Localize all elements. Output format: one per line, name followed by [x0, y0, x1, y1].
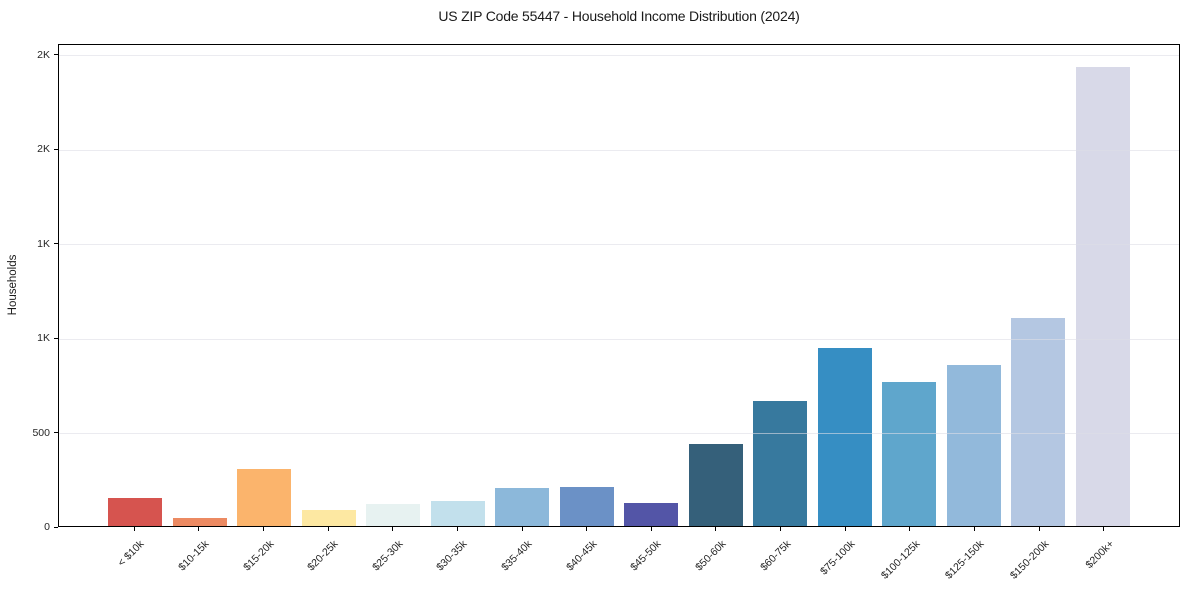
y-tick-mark	[54, 337, 58, 339]
y-tick-mark	[54, 148, 58, 150]
x-tick-label: $45-50k	[628, 538, 664, 574]
plot-area	[58, 44, 1180, 527]
x-tick-label-anchor: $150-200k	[993, 534, 1052, 582]
x-tick-label-anchor: $200k+	[1073, 534, 1116, 571]
x-tick-label: $100-125k	[878, 538, 923, 582]
x-tick-mark	[521, 527, 523, 531]
bar-slot	[168, 45, 233, 526]
x-tick-mark	[198, 527, 200, 531]
bar-layer	[59, 45, 1179, 526]
x-tick-label: $20-25k	[305, 538, 341, 574]
x-tick-mark	[780, 527, 782, 531]
y-tick-label: 1K	[37, 332, 50, 345]
bar-$150-200k	[1011, 318, 1066, 526]
x-tick-label-anchor: $30-35k	[423, 534, 470, 573]
x-tick-label: $40-45k	[563, 538, 600, 574]
x-tick-mark	[456, 527, 458, 531]
x-tick-mark	[715, 527, 717, 531]
chart-title: US ZIP Code 55447 - Household Income Dis…	[438, 8, 800, 24]
x-tick-label: $150-200k	[1007, 538, 1052, 582]
y-tick-mark	[54, 526, 58, 528]
bar-$125-150k	[946, 364, 1001, 526]
x-tick-label-anchor: $125-150k	[929, 534, 987, 582]
bar-slot	[555, 45, 620, 526]
bar-slot	[1006, 45, 1071, 526]
y-tick-label: 500	[32, 426, 50, 439]
bar-slot	[619, 45, 684, 526]
x-tick-label: $30-35k	[434, 538, 470, 574]
bar-< $10k	[108, 497, 163, 526]
bar-$15-20k	[237, 469, 292, 526]
x-tick-mark	[327, 527, 329, 531]
bar-$40-45k	[559, 487, 614, 526]
bar-slot	[490, 45, 555, 526]
x-tick-label: $200k+	[1083, 538, 1117, 572]
bar-slot	[1071, 45, 1136, 526]
x-tick-mark	[650, 527, 652, 531]
x-tick-label: $125-150k	[943, 538, 987, 582]
x-tick-label-anchor: $100-125k	[864, 534, 923, 582]
x-tick-mark	[586, 527, 588, 531]
x-tick-mark	[1103, 527, 1105, 531]
x-tick-label: $75-100k	[818, 538, 858, 578]
x-tick-mark	[1038, 527, 1040, 531]
x-tick-label-anchor: $60-75k	[747, 534, 793, 573]
y-tick-label: 1K	[37, 237, 50, 250]
bar-$45-50k	[624, 503, 679, 526]
x-tick-label-anchor: $40-45k	[553, 534, 599, 573]
x-tick-label-anchor: $20-25k	[294, 534, 340, 573]
bar-$60-75k	[753, 401, 808, 526]
x-tick-label: $25-30k	[369, 538, 406, 574]
bar-$20-25k	[301, 509, 356, 526]
x-tick-label: $15-20k	[240, 538, 277, 574]
x-tick-mark	[973, 527, 975, 531]
y-tick-mark	[54, 243, 58, 245]
bar-$75-100k	[817, 347, 872, 526]
y-tick-mark	[54, 432, 58, 434]
y-tick-label: 2K	[37, 48, 50, 61]
x-tick-label-anchor: $45-50k	[617, 534, 663, 573]
x-tick-label-anchor: $10-15k	[165, 534, 211, 573]
y-tick-mark	[54, 54, 58, 56]
x-tick-label-anchor: $50-60k	[682, 534, 728, 573]
x-tick-label: $60-75k	[757, 538, 794, 574]
bar-$25-30k	[366, 504, 421, 526]
bar-slot	[748, 45, 813, 526]
bar-slot	[232, 45, 297, 526]
y-tick-label: 2K	[37, 143, 50, 156]
x-tick-label: $50-60k	[693, 538, 729, 574]
x-tick-label-anchor: $75-100k	[805, 534, 857, 577]
y-tick-label: 0	[44, 521, 50, 533]
bar-slot	[361, 45, 426, 526]
bar-slot	[103, 45, 168, 526]
bar-$50-60k	[688, 443, 743, 526]
x-tick-label-anchor: $25-30k	[359, 534, 405, 573]
x-tick-mark	[844, 527, 846, 531]
bar-slot	[942, 45, 1007, 526]
x-tick-mark	[392, 527, 394, 531]
bar-slot	[877, 45, 942, 526]
bar-$100-125k	[882, 381, 937, 526]
x-tick-mark	[133, 527, 135, 531]
bar-$35-40k	[495, 488, 550, 526]
x-tick-label-anchor: < $10k	[106, 534, 147, 569]
x-tick-mark	[909, 527, 911, 531]
bar-$200k+	[1075, 67, 1130, 526]
bar-slot	[684, 45, 749, 526]
bar-slot	[813, 45, 878, 526]
bar-slot	[297, 45, 362, 526]
x-tick-label-anchor: $35-40k	[488, 534, 534, 573]
x-tick-label: < $10k	[115, 538, 147, 569]
x-tick-label-anchor: $15-20k	[230, 534, 276, 573]
x-tick-label: $35-40k	[499, 538, 535, 574]
x-tick-mark	[263, 527, 265, 531]
bar-slot	[426, 45, 491, 526]
bar-$10-15k	[172, 518, 227, 526]
x-tick-label: $10-15k	[176, 538, 212, 574]
y-axis-label: Households	[7, 254, 19, 316]
bar-$30-35k	[430, 501, 485, 526]
